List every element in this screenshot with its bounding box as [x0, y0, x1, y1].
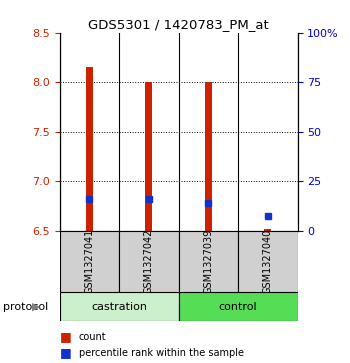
Bar	[119, 231, 178, 292]
Text: castration: castration	[91, 302, 147, 312]
Text: ■: ■	[60, 330, 71, 343]
Text: control: control	[219, 302, 257, 312]
Bar	[264, 229, 271, 231]
Text: count: count	[79, 332, 106, 342]
Text: ▶: ▶	[32, 302, 40, 312]
Bar	[60, 292, 178, 321]
Bar	[238, 231, 298, 292]
Text: ■: ■	[60, 346, 71, 359]
Bar	[178, 292, 298, 321]
Text: percentile rank within the sample: percentile rank within the sample	[79, 348, 244, 358]
Text: GSM1327042: GSM1327042	[144, 229, 154, 294]
Bar	[145, 82, 152, 231]
Text: protocol: protocol	[4, 302, 49, 312]
Bar	[178, 231, 238, 292]
Bar	[86, 67, 93, 231]
Text: GSM1327039: GSM1327039	[203, 229, 213, 294]
Text: GSM1327040: GSM1327040	[263, 229, 273, 294]
Title: GDS5301 / 1420783_PM_at: GDS5301 / 1420783_PM_at	[88, 19, 269, 32]
Bar	[60, 231, 119, 292]
Bar	[205, 82, 212, 231]
Text: GSM1327041: GSM1327041	[84, 229, 94, 294]
